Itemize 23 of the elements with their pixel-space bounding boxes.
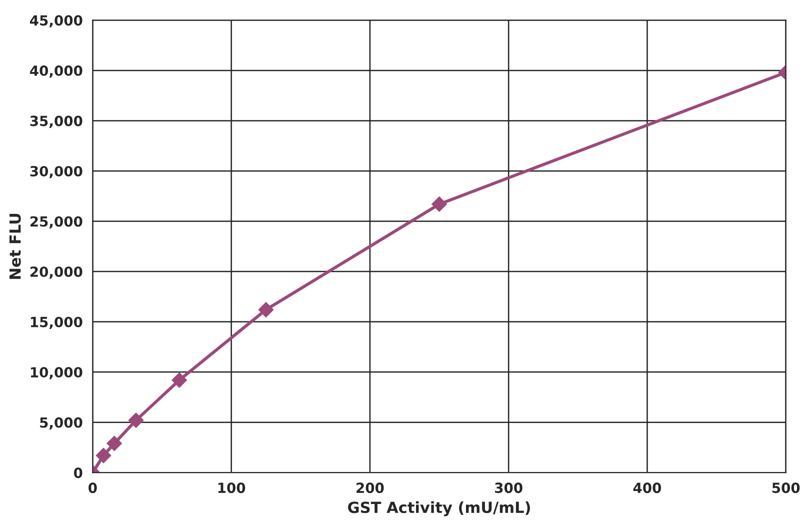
x-axis-title: GST Activity (mU/mL) bbox=[348, 501, 530, 516]
x-tick-label: 200 bbox=[356, 482, 384, 494]
x-tick-label: 100 bbox=[218, 482, 246, 494]
y-tick-label: 5,000 bbox=[40, 417, 82, 430]
y-tick-label: 10,000 bbox=[30, 367, 82, 380]
y-tick-label: 35,000 bbox=[30, 116, 82, 128]
point bbox=[128, 412, 144, 428]
y-axis-title: Net FLU bbox=[10, 214, 21, 279]
y-tick-label: 20,000 bbox=[30, 266, 82, 279]
point bbox=[258, 302, 274, 318]
x-tick-label: 300 bbox=[495, 482, 522, 494]
y-tick-label: 25,000 bbox=[30, 216, 82, 228]
y-tick-label: 15,000 bbox=[30, 316, 82, 330]
x-tick-label: 400 bbox=[633, 482, 662, 494]
y-tick-label: 45,000 bbox=[30, 15, 82, 28]
y-tick-label: 40,000 bbox=[30, 65, 82, 78]
y-tick-label: 0 bbox=[74, 468, 82, 478]
point bbox=[96, 448, 112, 464]
x-tick-label: 500 bbox=[772, 482, 800, 494]
point bbox=[106, 436, 122, 452]
point bbox=[171, 372, 188, 388]
y-tick-label: 30,000 bbox=[30, 166, 82, 178]
x-tick-label: 0 bbox=[88, 482, 97, 494]
